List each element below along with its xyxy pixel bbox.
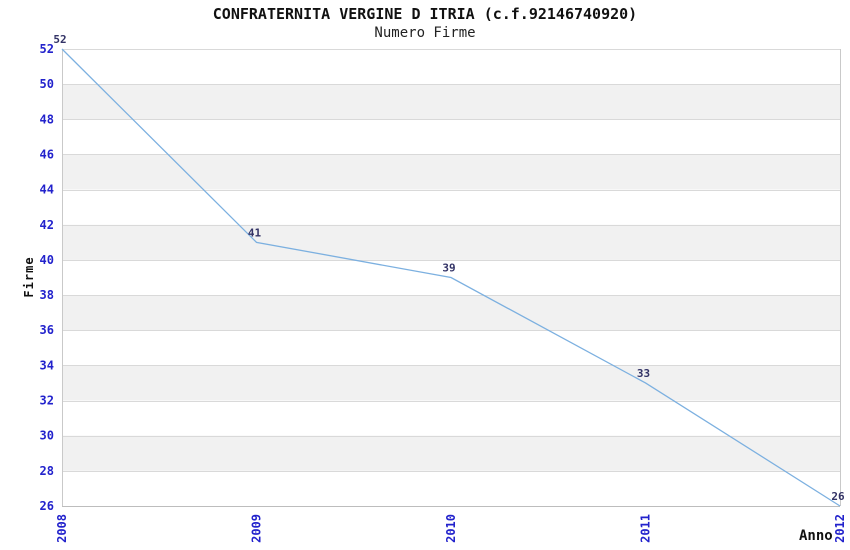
data-point-label: 26 (831, 490, 845, 503)
x-tick-label: 2012 (833, 514, 847, 543)
y-tick-label: 34 (40, 358, 54, 372)
x-tick-label: 2010 (444, 514, 458, 543)
y-tick-label: 48 (40, 112, 54, 126)
x-tick-label: 2009 (250, 514, 264, 543)
grid-band (62, 224, 840, 260)
grid-band (62, 400, 840, 436)
grid-band (62, 295, 840, 331)
y-tick-label: 50 (40, 77, 54, 91)
grid-band (62, 330, 840, 366)
data-point-label: 33 (637, 367, 650, 380)
grid-band (62, 189, 840, 225)
y-tick-label: 52 (40, 42, 54, 56)
y-tick-label: 26 (40, 499, 54, 513)
grid-band (62, 154, 840, 190)
grid-band (62, 49, 840, 85)
chart-title: CONFRATERNITA VERGINE D ITRIA (c.f.92146… (212, 5, 638, 23)
y-tick-label: 42 (40, 218, 54, 232)
y-tick-label: 36 (40, 323, 54, 337)
grid-band (62, 365, 840, 401)
data-point-label: 41 (248, 226, 262, 239)
grid-band (62, 435, 840, 471)
grid-band (62, 470, 840, 506)
data-point-label: 39 (442, 262, 455, 275)
y-tick-label: 44 (40, 183, 54, 197)
x-tick-label: 2008 (55, 514, 69, 543)
y-tick-label: 46 (40, 147, 54, 161)
y-tick-label: 38 (40, 288, 54, 302)
y-tick-label: 28 (40, 464, 54, 478)
y-tick-label: 40 (40, 253, 54, 267)
grid-band (62, 119, 840, 155)
grid-band (62, 84, 840, 120)
series-line (61, 48, 841, 507)
x-axis-title: Anno (799, 528, 833, 544)
y-tick-label: 30 (40, 429, 54, 443)
data-point-label: 52 (53, 33, 66, 46)
x-tick-label: 2011 (639, 514, 653, 543)
y-tick-label: 32 (40, 394, 54, 408)
chart-subtitle: Numero Firme (374, 25, 476, 41)
